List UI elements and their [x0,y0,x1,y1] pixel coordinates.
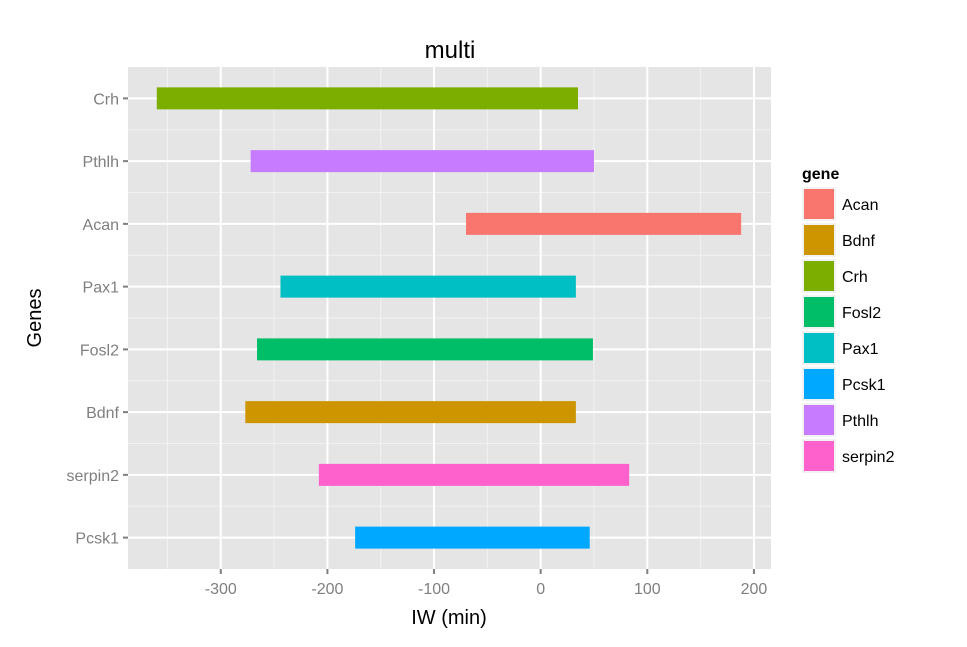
x-tick-label: 0 [536,581,545,598]
legend-swatch [804,189,834,219]
y-tick-label: Pax1 [83,280,120,297]
legend-label: Fosl2 [842,305,881,322]
bar-fosl2 [257,338,593,361]
bar-pax1 [280,275,576,298]
legend-label: Crh [842,269,868,286]
bar-pcsk1 [355,526,590,549]
x-tick-label: 200 [741,581,768,598]
x-axis-title: IW (min) [411,607,487,629]
bar-acan [466,212,742,235]
bar-bdnf [245,401,576,424]
legend-label: Pcsk1 [842,377,886,394]
x-tick-label: -300 [205,581,237,598]
y-tick-label: serpin2 [67,468,120,485]
x-tick-label: -200 [311,581,343,598]
bar-pthlh [250,150,594,173]
y-tick-label: Fosl2 [80,342,119,359]
legend-swatch [804,405,834,435]
chart-title: multi [425,37,476,64]
legend-label: Pax1 [842,341,879,358]
legend-label: serpin2 [842,449,895,466]
y-tick-label: Pcsk1 [75,531,119,548]
legend-swatch [804,333,834,363]
y-tick-label: Bdnf [86,405,119,422]
legend: gene Acan Bdnf Crh Fosl2 Pax1 Pcsk1 Pthlh serpi… [802,166,895,473]
y-tick-label: Pthlh [83,154,119,171]
legend-label: Acan [842,197,878,214]
x-tick-label: -100 [418,581,450,598]
legend-title: gene [802,166,839,183]
legend-label: Pthlh [842,413,878,430]
bars [156,87,742,549]
bar-crh [156,87,578,110]
legend-swatch [804,225,834,255]
y-axis-title: Genes [24,289,46,348]
legend-swatch [804,369,834,399]
y-axis: Crh Pthlh Acan Pax1 Fosl2 Bdnf serpin2 Pcsk1 [67,91,128,548]
legend-swatch [804,261,834,291]
bar-serpin2 [318,463,630,486]
legend-swatch [804,297,834,327]
x-axis: -300 -200 -100 0 100 200 [205,569,768,598]
y-tick-label: Acan [83,217,119,234]
x-tick-label: 100 [634,581,661,598]
legend-label: Bdnf [842,233,875,250]
legend-swatch [804,441,834,471]
y-tick-label: Crh [93,91,119,108]
